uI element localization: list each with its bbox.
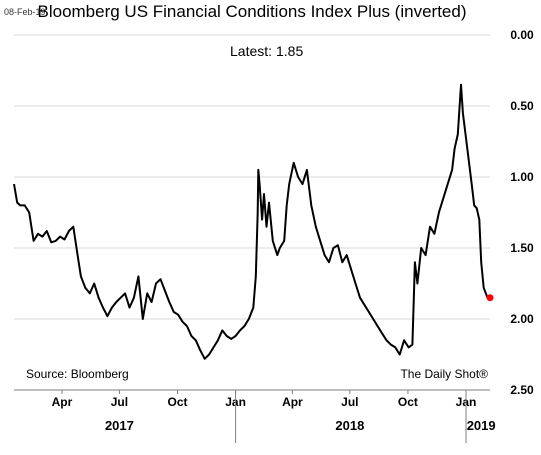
y-tick-label: 0.50 [510, 99, 534, 113]
x-tick-label: Apr [282, 395, 303, 409]
chart-title: Bloomberg US Financial Conditions Index … [38, 2, 467, 21]
latest-marker [486, 294, 494, 302]
x-tick-label: Oct [398, 395, 418, 409]
y-tick-label: 0.00 [510, 28, 534, 42]
credit-label: The Daily Shot® [400, 367, 488, 381]
x-tick-label: Jul [111, 395, 128, 409]
y-axis: 0.00 0.50 1.00 1.50 2.00 2.50 [510, 28, 534, 397]
x-year-label: 2017 [105, 418, 134, 433]
series-line [13, 83, 490, 360]
y-tick-label: 1.00 [510, 170, 534, 184]
x-year-label: 2018 [335, 418, 364, 433]
latest-value: 1.85 [276, 43, 303, 59]
x-year-label: 2019 [467, 418, 496, 433]
x-tick-label: Oct [167, 395, 187, 409]
y-tick-label: 1.50 [510, 241, 534, 255]
gridlines [14, 34, 490, 320]
date-stamp: 08-Feb-19 [4, 7, 46, 17]
x-tick-label: Jul [341, 395, 358, 409]
x-tick-label: Apr [52, 395, 73, 409]
latest-label: Latest: [230, 43, 272, 59]
source-label: Source: Bloomberg [26, 367, 129, 381]
y-tick-label: 2.50 [510, 383, 534, 397]
y-tick-label: 2.00 [510, 312, 534, 326]
